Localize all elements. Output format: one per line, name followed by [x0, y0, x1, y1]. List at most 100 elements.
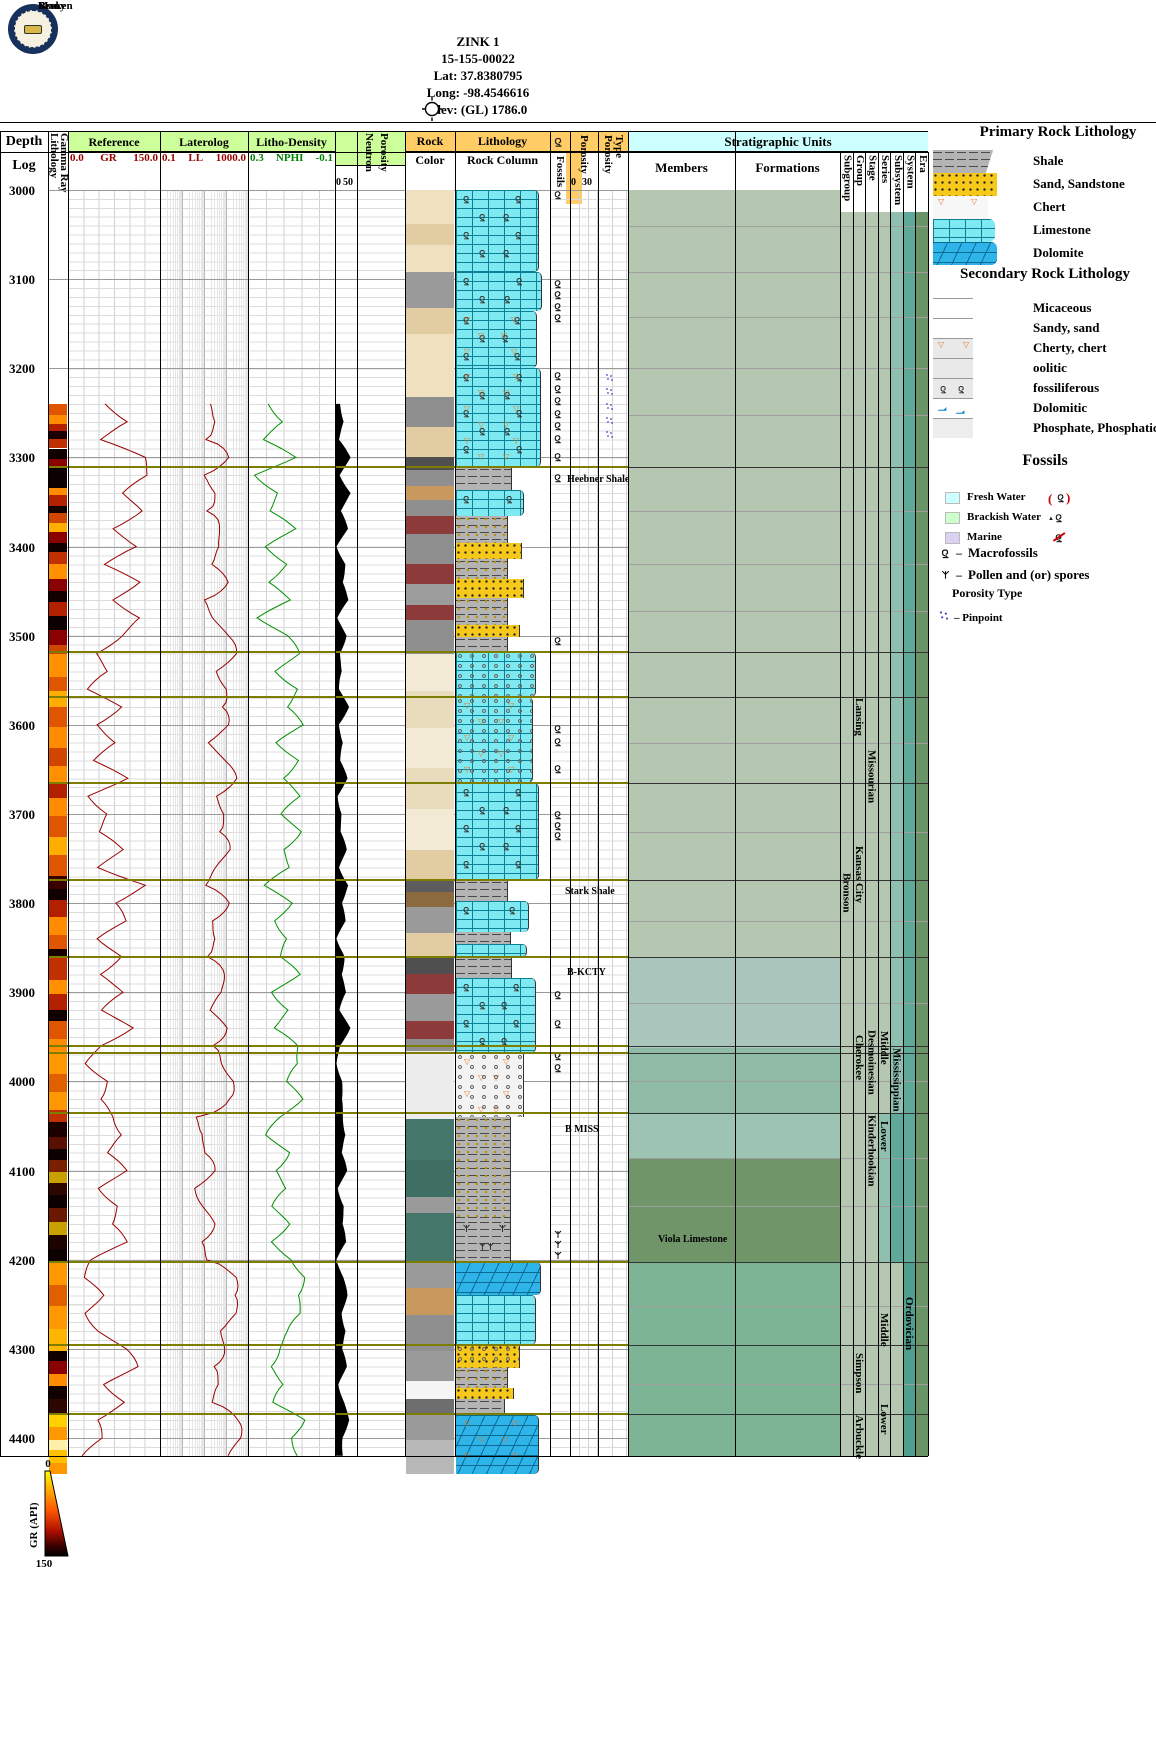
ll-gridline — [195, 190, 197, 1456]
neutron-label-2: Porosity — [378, 133, 390, 172]
chert-triangle-icon: ▽ — [513, 436, 520, 446]
formation-line — [48, 1261, 628, 1264]
column-border — [0, 131, 1, 1456]
formation-annotation: Heebner Shale — [567, 473, 630, 485]
chert-triangle-icon: ▽ — [478, 1104, 485, 1114]
lith-overlay-sandy — [456, 598, 507, 625]
chert-triangle-icon: ▽ — [478, 1072, 485, 1082]
rock-color-segment — [406, 1262, 454, 1289]
pinpoint-marker-icon — [606, 431, 613, 439]
fossil-overlay-icon — [463, 317, 470, 325]
fossil-overlay-icon — [479, 1001, 486, 1010]
fossil-marker-icon — [554, 991, 562, 1000]
ll-gridline — [180, 190, 182, 1456]
fossil-overlay-icon — [463, 374, 470, 382]
water-label: Brackish Water — [967, 511, 1042, 523]
strat-boundary-line — [628, 879, 928, 881]
chert-triangle-icon: ▽ — [464, 733, 471, 743]
legend-label: Chert — [1033, 199, 1066, 214]
fossil-overlay-icon — [463, 860, 470, 869]
rock-color-segment — [406, 1414, 454, 1440]
strat-col-fill — [877, 1262, 891, 1456]
strat-col-header-subgroup: Subgroup — [841, 155, 854, 202]
rock-color-segment — [406, 690, 454, 729]
strat-vertical-label: Middle — [878, 1313, 890, 1347]
fossil-marker-icon — [554, 832, 562, 841]
pollen-icon — [941, 570, 950, 580]
major-gridline — [48, 724, 628, 726]
strat-minor-line — [628, 920, 928, 922]
fossil-overlay-icon — [479, 296, 486, 304]
rock-color-segment — [406, 879, 454, 893]
legend-swatch-oolitic — [933, 358, 973, 378]
chert-triangle-icon: ▽ — [503, 1088, 510, 1098]
gr-strip-segment — [49, 1306, 67, 1330]
ll-gridline — [192, 190, 194, 1456]
gr-strip-segment — [49, 1159, 67, 1173]
lith-interval — [456, 637, 508, 652]
column-border — [928, 152, 929, 1456]
lith-interval — [456, 190, 539, 272]
gr-strip-segment — [49, 1222, 67, 1235]
fossil-overlay-icon — [504, 296, 511, 304]
strat-minor-line — [628, 831, 928, 833]
major-gridline — [48, 1348, 628, 1350]
gr-strip-segment — [49, 899, 67, 918]
legend-swatch-phosphate — [933, 418, 973, 438]
lith-interval: ▽ ▽ ▽ ▽ ▽ ▽ ▽ ▽ — [456, 1052, 524, 1118]
lith-interval — [456, 956, 512, 978]
lith-interval: ▽ ▽ ▽ ▽ ▽ ▽ ▽ ▽ ▽ ▽ ▽ ▽ — [456, 368, 541, 468]
formation-line — [48, 1412, 628, 1415]
fossil-marker-icon — [554, 385, 562, 394]
lith-overlay-sandy — [456, 559, 507, 579]
chert-triangle-icon: ▽ — [478, 452, 485, 462]
column-border — [890, 152, 892, 1456]
formation-annotation: B MISS — [565, 1124, 599, 1136]
column-border — [550, 131, 551, 1456]
gr-strip-segment — [49, 1284, 67, 1307]
gr-strip-segment — [49, 797, 67, 816]
gr-strip-segment — [49, 448, 67, 460]
chert-triangle-icon: ▽ — [513, 372, 520, 382]
rock-color-segment — [406, 307, 454, 335]
formation-line — [48, 1344, 628, 1347]
fossil-marker-icon — [554, 314, 562, 323]
ll-gridline — [226, 190, 227, 1456]
major-gridline — [48, 457, 628, 459]
gr-colorbar-max: 150 — [35, 1558, 53, 1570]
legend-swatch-fossiliferous — [933, 378, 973, 398]
neutron-label-1: Neutron — [363, 133, 375, 172]
strat-boundary-line — [628, 1052, 928, 1054]
ll-gridline — [214, 190, 216, 1456]
fossil-overlay-icon — [463, 410, 470, 418]
major-gridline — [48, 903, 628, 905]
fossil-count-label: Many — [38, 0, 66, 12]
pinpoint-legend-row: – Pinpoint — [938, 608, 1003, 626]
lithology-group-header — [405, 131, 628, 152]
gr-strip-segment — [49, 837, 67, 855]
column-border — [570, 131, 571, 1456]
sheet-bottom-border — [0, 1456, 928, 1457]
ll-gridline — [243, 190, 245, 1456]
gr-strip-segment — [49, 578, 67, 592]
gr-strip-segment — [49, 1262, 67, 1285]
gr-strip-segment — [49, 644, 67, 654]
rock-color-segment — [406, 1020, 454, 1039]
chert-triangle-icon: ▽ — [938, 197, 945, 206]
formation-line — [48, 781, 628, 784]
ll-gridline — [179, 190, 181, 1456]
strat-boundary-line — [628, 1413, 928, 1415]
column-border — [48, 131, 49, 1456]
strat-col-fill — [915, 212, 928, 1456]
strat-col-fill — [877, 1112, 891, 1263]
strat-col-fill — [890, 1112, 903, 1263]
legend-label: Micaceous — [1033, 300, 1092, 315]
rock-color-segment — [406, 906, 454, 934]
ll-gridline — [244, 190, 246, 1456]
gamma-strip-label-2: Gamma Ray — [58, 133, 70, 193]
ll-gridline — [202, 190, 204, 1456]
many-flag-icon: ▲ — [1048, 516, 1054, 522]
strat-minor-line — [628, 316, 928, 318]
fossil-marker-icon — [554, 764, 562, 773]
dolomitic-overlay-icon — [955, 409, 965, 414]
